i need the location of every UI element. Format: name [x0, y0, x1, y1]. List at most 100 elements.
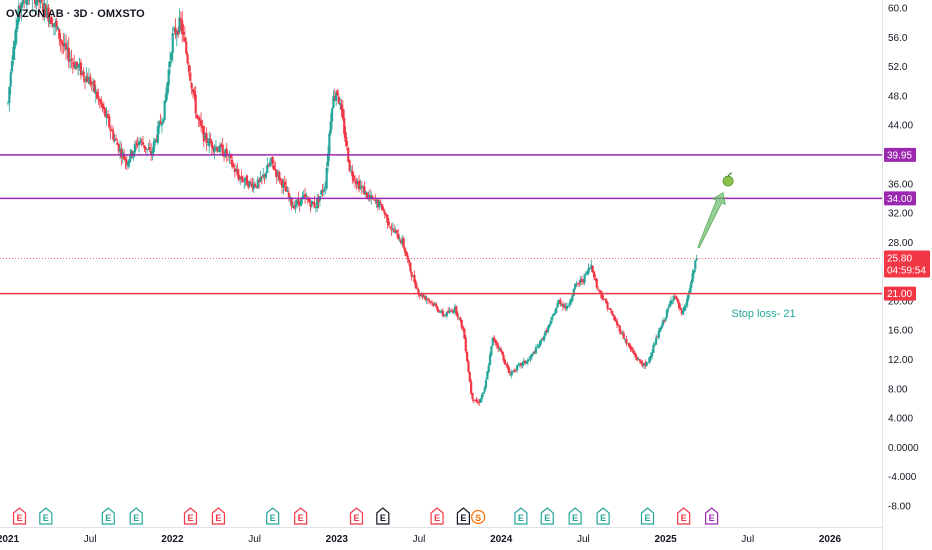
candle [105, 106, 108, 126]
candle-body [274, 168, 277, 171]
candle-body [47, 7, 50, 22]
candle-body [322, 189, 326, 192]
candle-body [329, 121, 332, 134]
candle [335, 91, 338, 107]
y-tick-label: 0.0000 [888, 443, 919, 454]
earnings-event-icon[interactable]: E [568, 507, 582, 525]
candle-body [479, 399, 482, 403]
candle [528, 355, 531, 361]
candle-body [424, 296, 427, 300]
earnings-event-icon[interactable]: E [430, 507, 444, 525]
candle [664, 317, 667, 323]
candle-body [591, 265, 594, 273]
candle-body [229, 154, 232, 159]
candle [241, 175, 245, 184]
candle-body [231, 159, 234, 167]
earnings-event-icon[interactable]: E [705, 507, 719, 525]
earnings-event-icon[interactable]: E [349, 507, 364, 525]
candle [387, 217, 390, 227]
earnings-event-icon[interactable]: E [183, 507, 198, 525]
candle-body [240, 175, 243, 180]
candle-body [617, 324, 620, 326]
earnings-event-icon[interactable]: E [540, 507, 554, 525]
candle-body [286, 191, 289, 192]
candle-body [102, 106, 105, 109]
y-tick-label: 56.0 [888, 33, 908, 44]
earnings-event-icon[interactable]: E [129, 507, 143, 525]
earnings-event-icon[interactable]: E [677, 507, 691, 525]
candle [603, 298, 606, 301]
y-tick-label: 28.00 [888, 238, 913, 249]
candle-body [568, 302, 571, 306]
candle [596, 286, 600, 292]
candle-body [260, 176, 263, 178]
candle [282, 178, 285, 195]
event-marker-letter: E [105, 513, 111, 523]
earnings-event-icon[interactable]: E [514, 507, 528, 525]
candle [168, 51, 172, 75]
earnings-event-icon[interactable]: E [376, 507, 390, 525]
candle-body [603, 298, 606, 300]
candle [440, 309, 443, 314]
candle-body [502, 354, 505, 361]
candle [416, 283, 419, 290]
candle-body [137, 141, 141, 146]
candle [367, 191, 370, 202]
candle-body [148, 147, 151, 150]
candle [217, 145, 220, 152]
earnings-event-icon[interactable]: E [456, 507, 470, 525]
earnings-event-icon[interactable]: E [596, 507, 610, 525]
candle-body [255, 185, 258, 188]
candle [541, 337, 544, 341]
earnings-event-icon[interactable]: E [39, 507, 53, 525]
candle-body [517, 364, 520, 366]
candle [463, 327, 466, 339]
candle [206, 137, 209, 146]
candle-body [194, 94, 197, 114]
candle-body [228, 155, 231, 157]
earnings-event-icon[interactable]: E [101, 507, 115, 525]
candle-body [645, 362, 648, 367]
event-marker-letter: E [600, 513, 606, 523]
candle-body [71, 62, 74, 64]
candle [251, 177, 254, 192]
candle [114, 134, 118, 142]
candle-body [374, 199, 377, 202]
candle [268, 158, 272, 168]
candle [249, 178, 253, 187]
candle-body [468, 372, 471, 382]
candle-body [506, 364, 509, 369]
candle-body [455, 306, 458, 314]
candle-body [314, 207, 317, 209]
candle [235, 165, 238, 173]
candle [663, 319, 666, 324]
candle-body [105, 113, 108, 118]
candle [94, 85, 97, 104]
candle [452, 309, 455, 314]
candle-body [461, 326, 465, 329]
earnings-event-icon[interactable]: E [640, 507, 655, 525]
candle-body [106, 114, 110, 119]
candle [183, 26, 186, 43]
candle [443, 313, 446, 318]
earnings-event-icon[interactable]: E [12, 507, 27, 525]
candle-body [51, 23, 54, 27]
candle-body [522, 361, 525, 364]
earnings-event-icon[interactable]: E [211, 507, 226, 525]
candle-body [383, 211, 386, 215]
split-event-icon[interactable]: S [471, 509, 486, 525]
candle [648, 356, 651, 365]
candle-body [199, 120, 203, 126]
candle-body [248, 181, 251, 186]
candle-body [529, 356, 532, 359]
y-tick-label: 12.00 [888, 355, 913, 366]
candle [167, 62, 170, 93]
candle-body [668, 303, 671, 308]
candle [71, 57, 74, 74]
earnings-event-icon[interactable]: E [266, 507, 280, 525]
candle-body [544, 330, 547, 336]
candle [77, 63, 80, 76]
earnings-event-icon[interactable]: E [294, 507, 308, 525]
candle-body [94, 90, 97, 94]
